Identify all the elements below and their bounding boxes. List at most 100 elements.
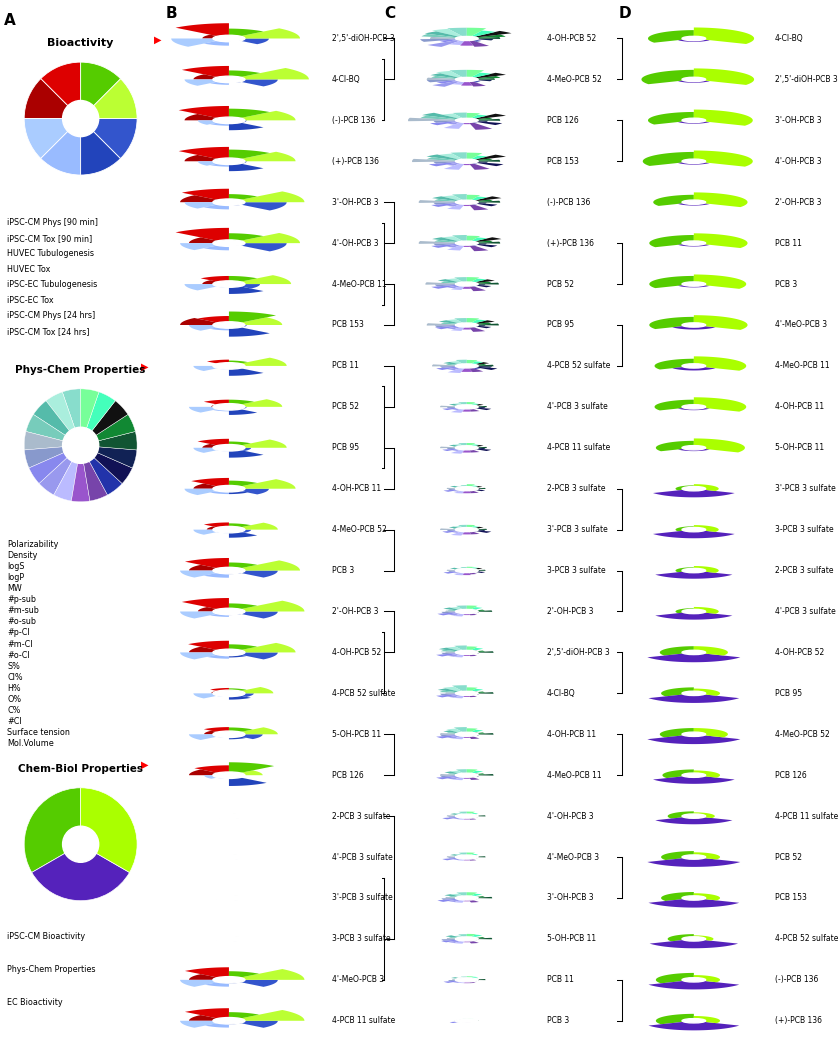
Polygon shape xyxy=(440,774,467,776)
Title: Chem-Biol Properties: Chem-Biol Properties xyxy=(18,764,143,774)
Polygon shape xyxy=(467,769,478,775)
Polygon shape xyxy=(444,894,467,898)
Polygon shape xyxy=(694,770,720,778)
Polygon shape xyxy=(450,607,467,611)
Polygon shape xyxy=(694,935,713,941)
Polygon shape xyxy=(467,243,486,245)
Text: (-)-PCB 136: (-)-PCB 136 xyxy=(332,116,375,124)
Polygon shape xyxy=(442,939,467,941)
Polygon shape xyxy=(229,611,278,619)
Polygon shape xyxy=(427,324,467,326)
Polygon shape xyxy=(467,570,477,574)
Circle shape xyxy=(682,36,706,41)
Polygon shape xyxy=(462,407,471,412)
Polygon shape xyxy=(661,851,694,860)
Polygon shape xyxy=(446,319,467,325)
Circle shape xyxy=(62,826,99,862)
Polygon shape xyxy=(204,202,229,210)
Polygon shape xyxy=(229,285,260,289)
Circle shape xyxy=(213,895,245,901)
Polygon shape xyxy=(648,980,739,990)
Polygon shape xyxy=(467,980,475,983)
Circle shape xyxy=(682,446,706,450)
Polygon shape xyxy=(433,79,467,86)
Polygon shape xyxy=(443,816,467,819)
Text: iPSC-CM Tox [90 min]: iPSC-CM Tox [90 min] xyxy=(8,234,92,242)
Polygon shape xyxy=(467,35,506,39)
Polygon shape xyxy=(467,76,501,79)
Polygon shape xyxy=(427,79,467,82)
Polygon shape xyxy=(467,894,482,898)
Polygon shape xyxy=(463,570,471,575)
Polygon shape xyxy=(229,442,251,448)
Polygon shape xyxy=(229,399,282,407)
Text: 4-MeO-PCB 52: 4-MeO-PCB 52 xyxy=(332,525,386,534)
Polygon shape xyxy=(438,898,467,902)
Circle shape xyxy=(682,691,706,696)
Polygon shape xyxy=(229,601,304,611)
Polygon shape xyxy=(467,153,482,161)
Polygon shape xyxy=(464,980,470,983)
Polygon shape xyxy=(467,570,475,572)
Polygon shape xyxy=(453,489,467,491)
Polygon shape xyxy=(446,202,467,207)
Polygon shape xyxy=(427,155,467,161)
Polygon shape xyxy=(181,598,229,611)
Polygon shape xyxy=(654,195,694,206)
Polygon shape xyxy=(229,276,257,285)
Polygon shape xyxy=(229,357,286,366)
Polygon shape xyxy=(655,570,732,579)
Polygon shape xyxy=(445,935,467,939)
Polygon shape xyxy=(467,39,493,40)
Circle shape xyxy=(213,486,245,492)
Text: PCB 3: PCB 3 xyxy=(547,1016,570,1026)
Polygon shape xyxy=(467,567,474,570)
Polygon shape xyxy=(229,857,239,860)
Polygon shape xyxy=(467,285,478,287)
Text: #Cl: #Cl xyxy=(8,717,22,726)
Polygon shape xyxy=(467,448,486,449)
Polygon shape xyxy=(447,938,467,939)
Polygon shape xyxy=(454,526,467,529)
Polygon shape xyxy=(229,563,257,570)
Wedge shape xyxy=(81,79,137,119)
Polygon shape xyxy=(204,399,229,407)
Text: 4-PCB 11 sulfate: 4-PCB 11 sulfate xyxy=(547,444,610,452)
Polygon shape xyxy=(467,279,495,285)
Text: 5-OH-PCB 11: 5-OH-PCB 11 xyxy=(332,729,381,739)
Polygon shape xyxy=(229,688,246,694)
Polygon shape xyxy=(668,812,694,819)
Polygon shape xyxy=(467,857,478,859)
Text: 4-Cl-BQ: 4-Cl-BQ xyxy=(547,689,575,698)
Polygon shape xyxy=(444,570,467,573)
Polygon shape xyxy=(454,727,467,735)
Polygon shape xyxy=(467,156,487,161)
Text: Polarizability: Polarizability xyxy=(8,540,59,549)
Polygon shape xyxy=(229,735,246,739)
Polygon shape xyxy=(451,529,467,535)
Text: PCB 95: PCB 95 xyxy=(332,444,359,452)
Polygon shape xyxy=(467,692,493,694)
Polygon shape xyxy=(229,325,247,328)
Polygon shape xyxy=(467,285,491,288)
Polygon shape xyxy=(229,529,251,533)
Circle shape xyxy=(682,568,706,572)
Polygon shape xyxy=(467,652,479,655)
Polygon shape xyxy=(467,977,478,980)
Polygon shape xyxy=(189,1015,229,1020)
Polygon shape xyxy=(649,939,738,949)
Polygon shape xyxy=(454,645,467,652)
Polygon shape xyxy=(444,161,467,170)
Polygon shape xyxy=(458,525,467,529)
Polygon shape xyxy=(464,775,470,779)
Polygon shape xyxy=(445,692,467,694)
Polygon shape xyxy=(655,611,732,620)
Polygon shape xyxy=(453,446,467,448)
Polygon shape xyxy=(656,1014,694,1024)
Polygon shape xyxy=(694,397,746,412)
Polygon shape xyxy=(653,775,735,784)
Polygon shape xyxy=(229,233,300,243)
Polygon shape xyxy=(454,856,467,857)
Text: Surface tension: Surface tension xyxy=(8,728,71,737)
Polygon shape xyxy=(465,1020,469,1023)
